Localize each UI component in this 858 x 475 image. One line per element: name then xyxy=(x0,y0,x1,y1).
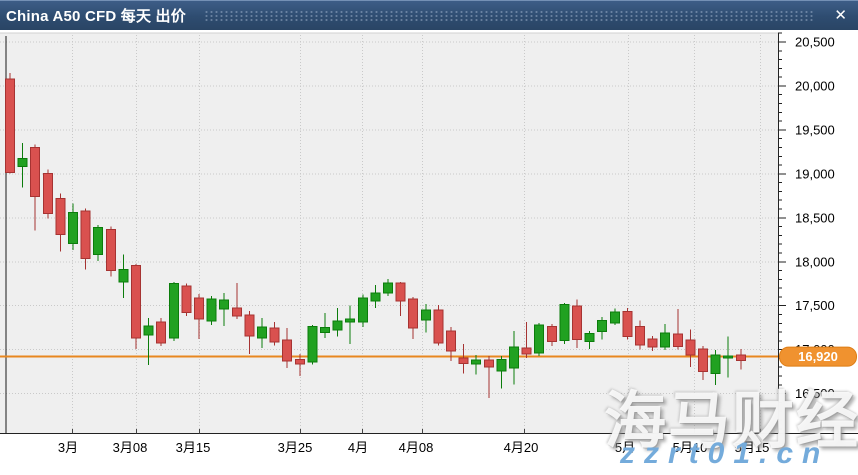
candle-down xyxy=(294,354,305,377)
candle-down xyxy=(269,321,280,346)
candle-down xyxy=(408,296,419,340)
candle-up xyxy=(420,303,431,333)
candle-down xyxy=(458,343,469,374)
y-axis-tick-label: 18,500 xyxy=(795,210,835,225)
candle-up xyxy=(345,305,356,344)
x-axis-tick-label: 4月20 xyxy=(504,440,539,455)
chart-plot-background[interactable] xyxy=(0,33,778,434)
y-axis[interactable]: 20,500 20,000 19,500 19,000 18,500 18,000 17,5… xyxy=(778,32,835,430)
candle-down xyxy=(55,193,66,252)
candle-up xyxy=(370,285,381,308)
y-axis-tick-label: 20,500 xyxy=(795,35,835,50)
candle-down xyxy=(156,318,167,347)
candle-up xyxy=(168,281,179,341)
candle-up xyxy=(710,350,721,385)
candle-up xyxy=(496,356,507,389)
candle-up xyxy=(559,303,570,344)
candle-up xyxy=(471,354,482,375)
candle-up xyxy=(534,322,545,357)
candle-up xyxy=(17,143,28,188)
x-axis-tick-label: 3月08 xyxy=(113,440,148,455)
candle-down xyxy=(231,282,242,319)
candle-up xyxy=(68,203,78,250)
candle-down xyxy=(80,208,91,270)
y-axis-tick-label: 18,000 xyxy=(795,254,835,269)
y-axis-tick-label: 19,500 xyxy=(795,122,835,137)
candle-up xyxy=(357,294,368,327)
candle-up xyxy=(206,296,217,326)
current-price-badge: 16,920 xyxy=(779,346,857,367)
candle-up xyxy=(383,278,393,297)
y-axis-tick-label: 16,500 xyxy=(795,386,835,401)
x-axis-tick-label: 3月25 xyxy=(278,440,313,455)
candle-down xyxy=(181,283,192,316)
candle-up xyxy=(609,308,620,326)
window-title: China A50 CFD 每天 出价 xyxy=(6,8,186,25)
candle-up xyxy=(332,307,343,337)
candle-down xyxy=(105,226,116,277)
x-axis-tick-label: 5月 xyxy=(615,440,635,455)
candle-down xyxy=(395,281,406,316)
candle-down xyxy=(483,356,494,398)
candle-down xyxy=(622,307,633,340)
candle-down xyxy=(42,169,53,219)
y-axis-tick-label: 20,000 xyxy=(795,78,835,93)
candle-up xyxy=(597,317,608,340)
candle-up xyxy=(509,331,519,385)
candle-down xyxy=(635,320,645,350)
candle-down xyxy=(647,336,658,351)
candle-down xyxy=(521,321,532,359)
candle-up xyxy=(93,224,104,261)
watermark-site-name: 海马财经 xyxy=(604,387,858,456)
candle-down xyxy=(194,293,204,340)
titlebar-grip-texture xyxy=(203,10,815,23)
candle-up xyxy=(320,313,330,339)
x-axis-tick-label: 5月15 xyxy=(735,440,770,455)
current-price-label: 16,920 xyxy=(798,349,838,364)
candle-down xyxy=(735,349,746,370)
candle-down xyxy=(244,310,255,355)
candle-up xyxy=(307,325,318,365)
candle-down xyxy=(433,304,444,346)
candle-down xyxy=(5,72,15,174)
candle-down xyxy=(131,263,141,350)
candle-down xyxy=(672,309,683,350)
candle-up xyxy=(257,318,267,348)
candles-layer xyxy=(5,72,746,398)
close-icon[interactable]: ✕ xyxy=(830,1,858,31)
watermark-site-url: zzrt01.cn xyxy=(620,437,830,470)
candle-up xyxy=(723,336,734,378)
candle-up xyxy=(143,318,154,366)
candle-down xyxy=(698,346,708,380)
candle-down xyxy=(685,329,696,367)
candle-up xyxy=(660,324,671,351)
x-axis-tick-label: 3月 xyxy=(58,440,78,455)
candle-down xyxy=(30,144,41,231)
window-titlebar[interactable]: China A50 CFD 每天 出价 ✕ xyxy=(0,0,858,30)
candle-down xyxy=(282,328,293,369)
candle-down xyxy=(572,299,582,348)
date-gridlines xyxy=(72,35,761,434)
price-gridlines xyxy=(0,41,778,395)
x-axis-tick-label: 5月10 xyxy=(673,440,708,455)
candle-down xyxy=(446,326,456,362)
candle-up xyxy=(118,254,129,298)
y-axis-tick-label: 19,000 xyxy=(795,166,835,181)
candle-up xyxy=(219,292,230,326)
y-axis-tick-label: 17,500 xyxy=(795,298,835,313)
candle-down xyxy=(546,324,557,347)
x-axis-tick-label: 3月15 xyxy=(176,440,211,455)
candle-up xyxy=(584,331,595,350)
x-axis-tick-label: 4月08 xyxy=(399,440,434,455)
x-axis-tick-label: 4月 xyxy=(348,440,368,455)
x-axis[interactable]: 3月 3月08 3月15 3月25 4月 4月08 4月20 5月 5月10 5月15 xyxy=(58,429,769,455)
